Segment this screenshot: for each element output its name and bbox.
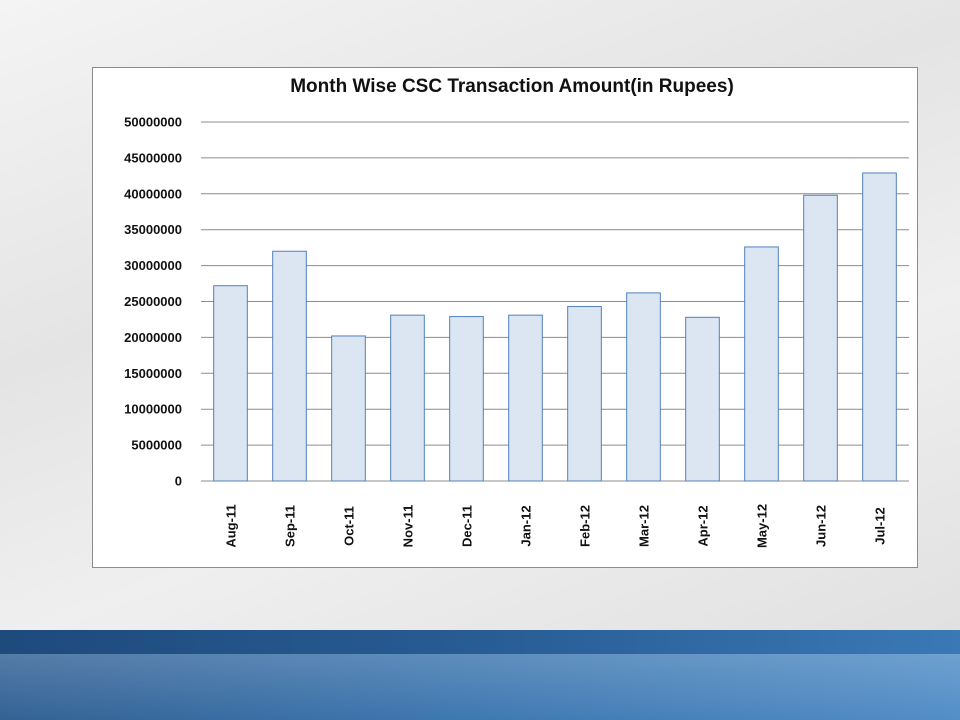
- y-tick-label: 25000000: [124, 294, 182, 309]
- footer-sheen: [0, 654, 960, 720]
- bar: [331, 335, 366, 482]
- x-tick-label: Jun-12: [814, 505, 829, 547]
- y-tick-label: 15000000: [124, 366, 182, 381]
- y-tick-label: 5000000: [131, 438, 182, 453]
- y-tick-label: 35000000: [124, 222, 182, 237]
- bar: [449, 316, 484, 482]
- gridlines: [201, 121, 909, 482]
- bar: [685, 316, 720, 482]
- y-tick-label: 0: [175, 474, 182, 489]
- y-axis-ticks: 0 5000000 10000000 15000000 20000000 25000000…: [124, 115, 182, 489]
- y-tick-label: 10000000: [124, 402, 182, 417]
- x-tick-label: Aug-11: [224, 504, 239, 547]
- x-tick-label: Oct-11: [342, 506, 357, 546]
- bar: [862, 172, 897, 482]
- chart-canvas: Month Wise CSC Transaction Amount(in Rup…: [124, 76, 909, 548]
- x-tick-label: Mar-12: [637, 505, 652, 547]
- y-tick-label: 20000000: [124, 330, 182, 345]
- bar: [508, 314, 543, 482]
- y-tick-label: 40000000: [124, 186, 182, 201]
- x-tick-label: Sep-11: [283, 505, 298, 547]
- x-tick-label: Feb-12: [578, 505, 593, 547]
- bar: [567, 306, 602, 482]
- chart-frame: Month Wise CSC Transaction Amount(in Rup…: [92, 67, 918, 568]
- chart-title: Month Wise CSC Transaction Amount(in Rup…: [290, 76, 734, 97]
- x-tick-label: Nov-11: [401, 505, 416, 548]
- slide-footer-band: [0, 630, 960, 720]
- x-tick-label: Jul-12: [873, 507, 888, 545]
- y-tick-label: 30000000: [124, 258, 182, 273]
- bars: [213, 172, 897, 482]
- bar: [390, 314, 425, 482]
- x-tick-label: Jan-12: [519, 505, 534, 546]
- y-tick-label: 45000000: [124, 150, 182, 165]
- footer-stripe: [0, 630, 960, 654]
- x-tick-label: Apr-12: [696, 505, 711, 546]
- x-tick-label: Dec-11: [460, 505, 475, 547]
- bar: [744, 246, 779, 482]
- bar: [626, 292, 661, 482]
- bar: [272, 250, 307, 482]
- bar: [803, 194, 838, 482]
- x-axis-ticks: Aug-11 Sep-11 Oct-11 Nov-11 Dec-11 Jan-12 Feb-…: [224, 504, 888, 548]
- x-tick-label: May-12: [755, 504, 770, 548]
- y-tick-label: 50000000: [124, 115, 182, 130]
- bar: [213, 285, 248, 482]
